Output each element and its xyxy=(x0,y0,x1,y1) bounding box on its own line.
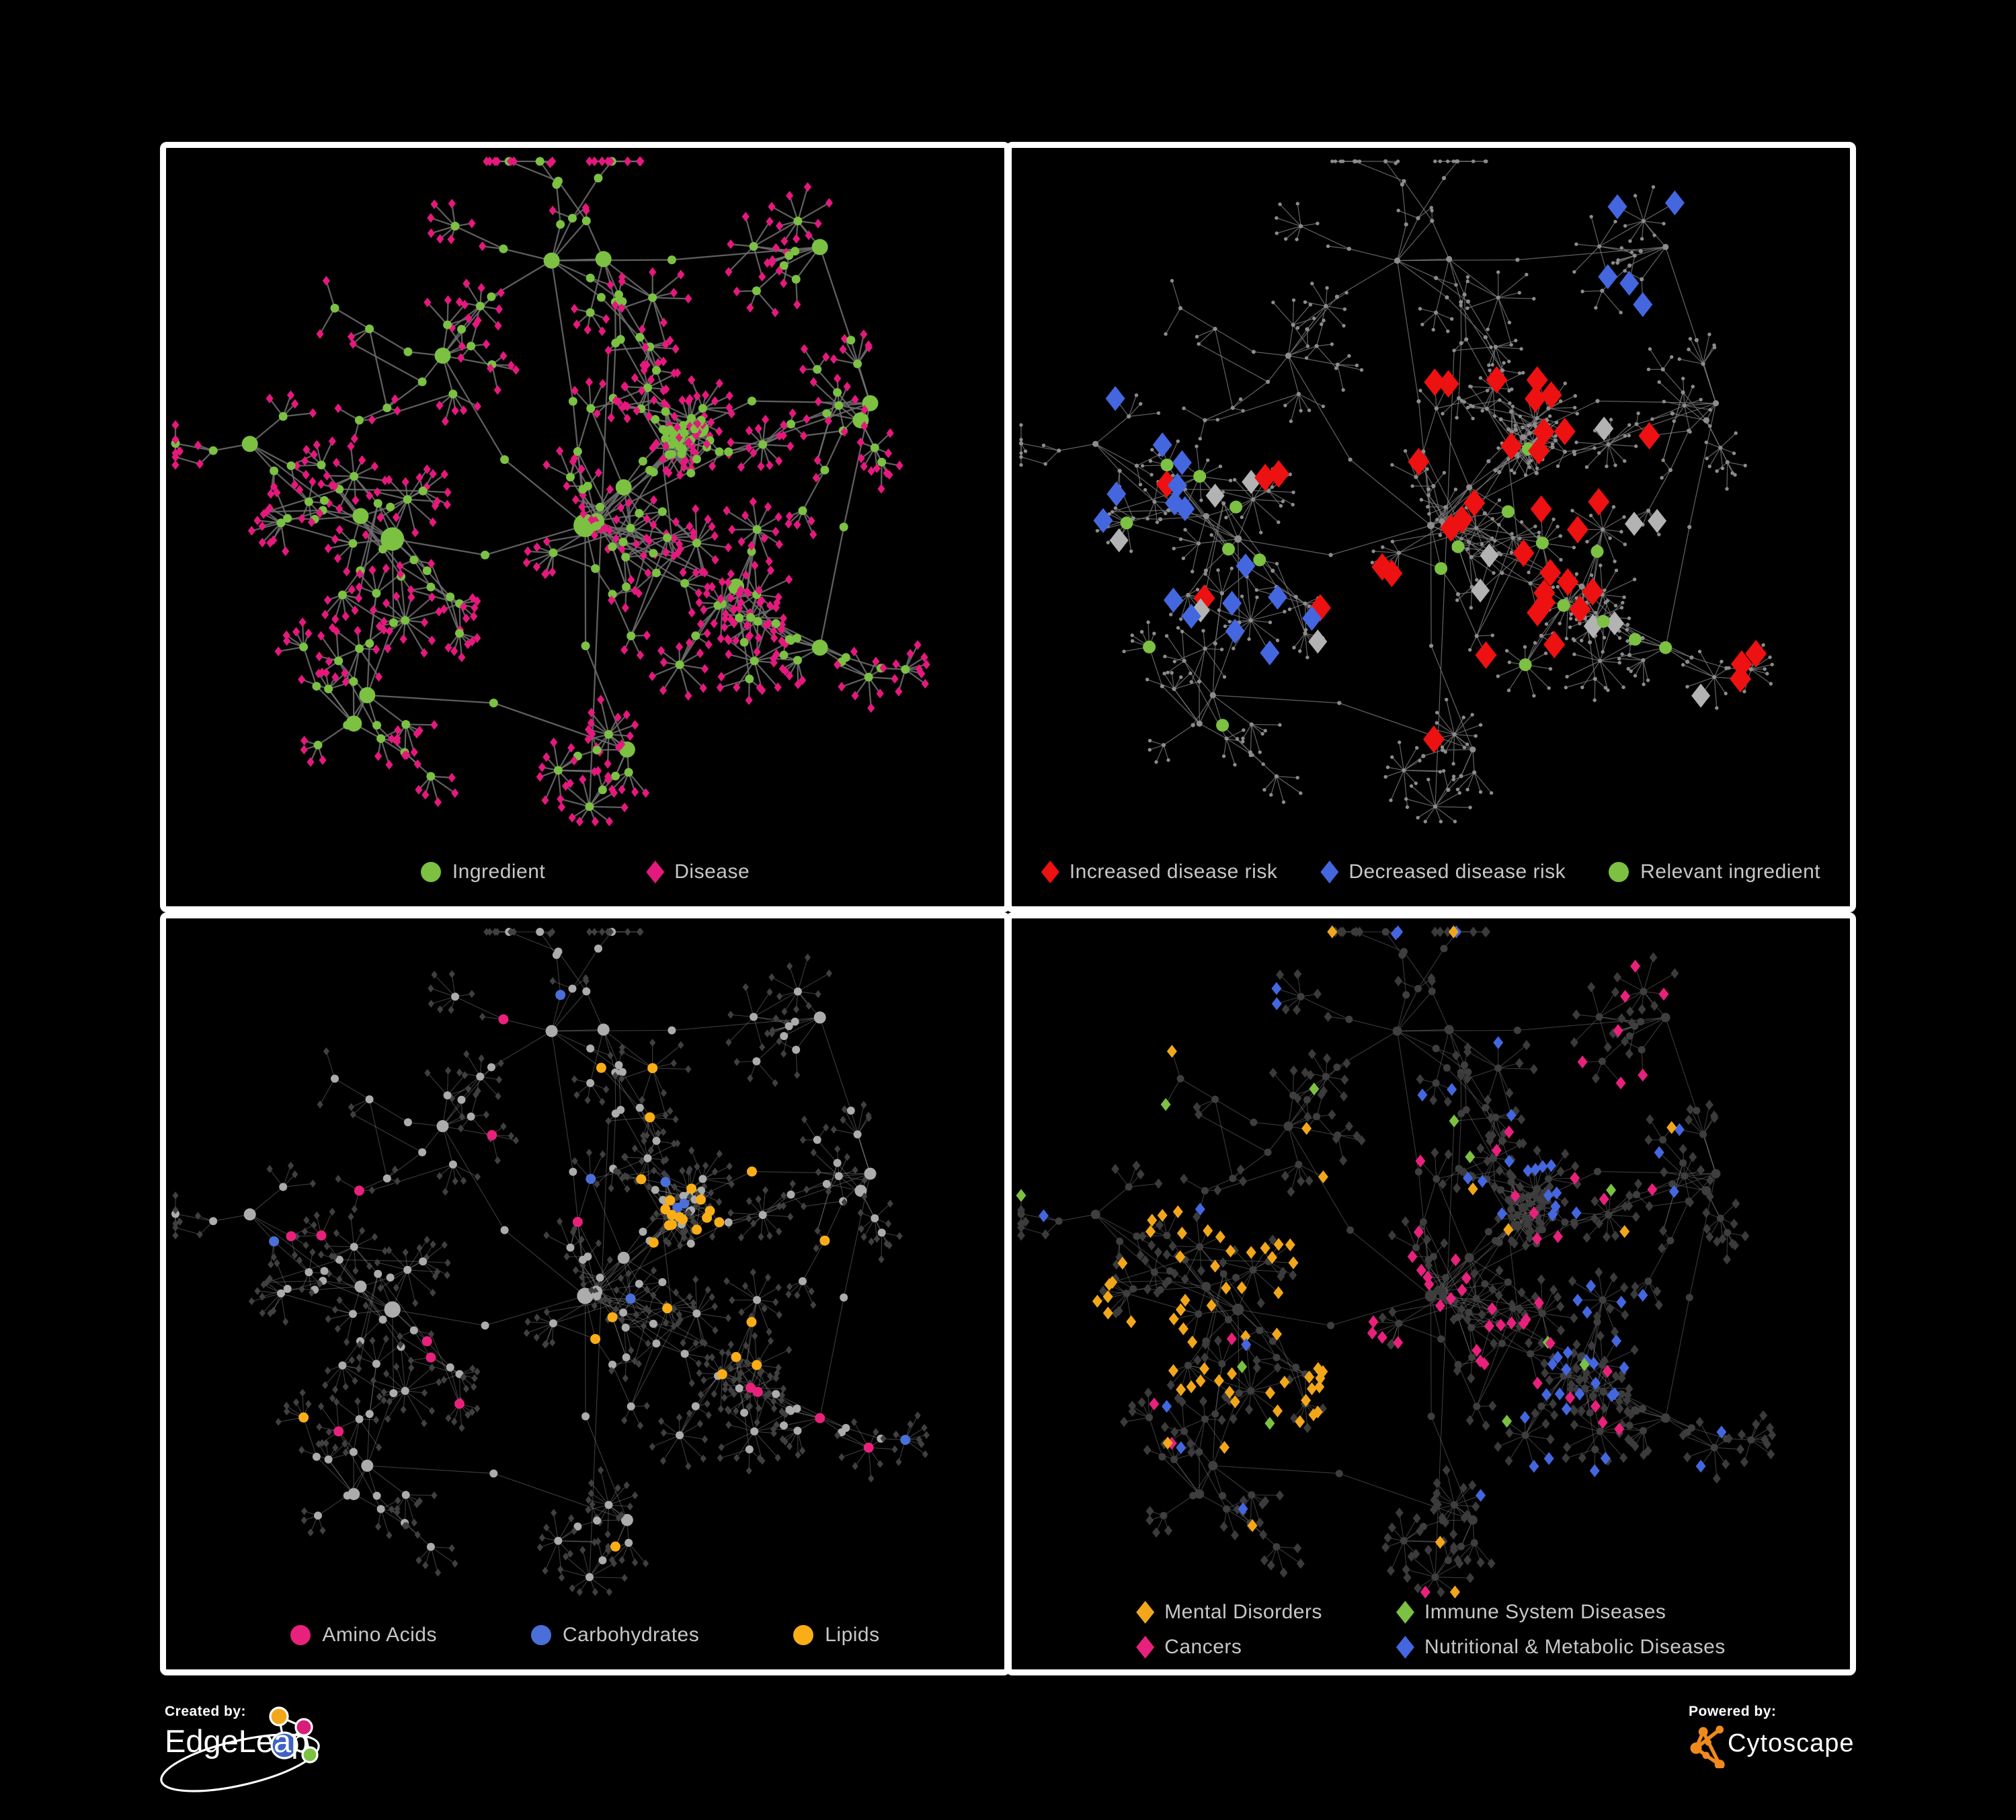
legend-item-increased-disease-risk: Increased disease risk xyxy=(1041,861,1277,883)
network-graph-nutrient-classes xyxy=(171,928,930,1596)
diamond-swatch-icon xyxy=(1396,1601,1414,1624)
network-graph-ingredient-disease xyxy=(171,156,930,827)
legend-item-mental-disorders: Mental Disorders xyxy=(1136,1601,1322,1624)
legend-label: Amino Acids xyxy=(322,1624,437,1646)
panel-disease-risk: Increased disease risk Decreased disease … xyxy=(1006,142,1856,912)
created-by-label: Created by: xyxy=(165,1704,247,1719)
legend-item-disease: Disease xyxy=(646,861,750,883)
network-graph-disease-risk xyxy=(1018,159,1774,824)
circle-swatch-icon xyxy=(420,862,441,882)
panel-ingredient-disease: Ingredient Disease xyxy=(160,142,1010,912)
legend-label: Disease xyxy=(674,861,750,883)
cytoscape-logo-icon xyxy=(1690,1725,1725,1768)
network-graph-disease-categories xyxy=(1016,925,1777,1599)
legend-label: Relevant ingredient xyxy=(1640,861,1821,883)
legend-item-relevant-ingredient: Relevant ingredient xyxy=(1609,861,1820,883)
circle-swatch-icon xyxy=(530,1625,551,1645)
legend-label: Immune System Diseases xyxy=(1424,1601,1666,1623)
powered-by-label: Powered by: xyxy=(1689,1704,1777,1719)
legend-label: Mental Disorders xyxy=(1164,1601,1322,1623)
panel-disease-categories: Mental Disorders Cancers Immune System Dis… xyxy=(1006,912,1856,1675)
legend-label: Carbohydrates xyxy=(562,1624,700,1646)
diamond-swatch-icon xyxy=(1041,861,1059,883)
circle-swatch-icon xyxy=(793,1625,814,1645)
legend-label: Ingredient xyxy=(452,861,546,883)
legend-label: Nutritional & Metabolic Diseases xyxy=(1424,1636,1726,1658)
edgeleap-logo-icon xyxy=(160,1706,320,1792)
edgeleap-wordmark: EdgeLeap xyxy=(165,1723,309,1759)
cytoscape-wordmark: Cytoscape xyxy=(1728,1729,1855,1757)
legend-label: Decreased disease risk xyxy=(1348,861,1566,883)
legend-nutrient-classes: Amino Acids Carbohydrates Lipids xyxy=(166,1624,1004,1647)
legend-disease-categories: Mental Disorders Cancers Immune System Dis… xyxy=(1012,1601,1850,1659)
legend-disease-risk: Increased disease risk Decreased disease … xyxy=(1012,861,1850,883)
diamond-swatch-icon xyxy=(1396,1636,1414,1659)
legend-item-lipids: Lipids xyxy=(793,1624,879,1647)
legend-item-carbohydrates: Carbohydrates xyxy=(530,1624,700,1647)
cytoscape-branding: Powered by: Cytoscape xyxy=(1683,1698,1912,1799)
circle-swatch-icon xyxy=(1609,862,1629,882)
legend-label: Cancers xyxy=(1164,1636,1242,1658)
legend-item-amino-acids: Amino Acids xyxy=(290,1624,437,1647)
circle-swatch-icon xyxy=(290,1625,311,1645)
legend-item-ingredient: Ingredient xyxy=(420,861,546,883)
diamond-swatch-icon xyxy=(646,861,665,883)
legend-item-nutritional-metabolic-diseases: Nutritional & Metabolic Diseases xyxy=(1396,1636,1726,1659)
legend-item-cancers: Cancers xyxy=(1136,1636,1322,1659)
panel-nutrient-classes: Amino Acids Carbohydrates Lipids xyxy=(160,912,1010,1675)
diamond-swatch-icon xyxy=(1136,1636,1155,1659)
legend-label: Increased disease risk xyxy=(1069,861,1278,883)
legend-label: Lipids xyxy=(825,1624,880,1646)
legend-ingredient-disease: Ingredient Disease xyxy=(166,861,1004,883)
diamond-swatch-icon xyxy=(1320,861,1339,883)
legend-item-decreased-disease-risk: Decreased disease risk xyxy=(1320,861,1566,883)
edgeleap-branding: Created by: EdgeLeap xyxy=(149,1698,364,1799)
legend-item-immune-system-diseases: Immune System Diseases xyxy=(1396,1601,1726,1624)
diamond-swatch-icon xyxy=(1136,1601,1155,1624)
